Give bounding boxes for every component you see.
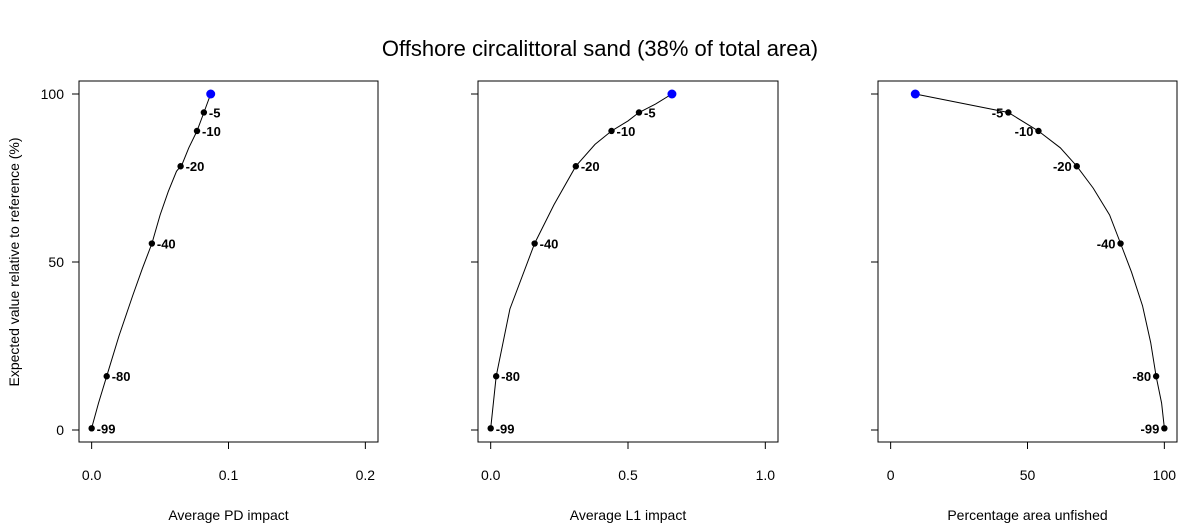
data-label: -10 [202,124,221,139]
x-axis-label: Average L1 impact [570,507,687,523]
data-label: -20 [186,159,205,174]
data-point [635,109,643,116]
data-label: -40 [157,237,176,252]
x-tick-label: 50 [1020,467,1036,483]
data-label: -99 [1141,421,1160,436]
panel-2: 0.0 0.5 1.0 Average L1 impact -99 -80 -40 -20 -1… [471,80,779,523]
data-label: -40 [1097,237,1116,252]
data-label: -80 [501,369,520,384]
data-point [200,109,208,116]
data-label: -10 [1015,124,1034,139]
data-label: -20 [581,159,600,174]
x-tick-label: 0.1 [219,467,239,483]
x-tick-label: 100 [1153,467,1177,483]
data-point [148,240,156,247]
data-point [1117,240,1124,247]
series-line [91,93,212,429]
highlight-point [667,89,677,99]
data-label: -5 [209,105,221,120]
x-tick-label: 0 [887,467,895,483]
y-axis-label: Expected value relative to reference (%) [6,137,22,386]
highlight-point [910,89,920,99]
data-point [177,163,184,170]
y-tick-label: 100 [41,86,65,102]
data-point [1161,425,1168,432]
series-line [915,93,1165,429]
x-axis-label: Percentage area unfished [947,507,1107,523]
data-point [572,163,580,170]
data-point [492,373,500,380]
plot-frame [78,80,379,443]
x-tick-label: 0.0 [82,467,102,483]
x-axis-label: Average PD impact [168,507,288,523]
chart-title: Offshore circalittoral sand (38% of tota… [382,36,818,61]
panel-1: 0.0 0.1 0.2 0 50 100 Average PD impact -99 -80 -4… [41,80,379,523]
data-label: -10 [617,124,636,139]
chart-panels: 0.0 0.1 0.2 0 50 100 Average PD impact -99 -80 -4… [41,80,1178,523]
x-tick-label: 0.5 [618,467,638,483]
y-tick-label: 0 [56,422,64,438]
data-label: -80 [1132,369,1151,384]
data-label: -5 [644,105,656,120]
data-label: -80 [112,369,131,384]
data-point [1005,109,1012,116]
data-label: -5 [992,105,1004,120]
data-point [1035,127,1042,135]
x-tick-label: 1.0 [756,467,776,483]
data-label: -40 [540,237,559,252]
y-tick-label: 50 [48,254,64,270]
data-label: -99 [97,421,116,436]
data-point [531,240,538,247]
highlight-point [206,89,216,99]
x-tick-label: 0.2 [356,467,376,483]
data-point [608,127,615,135]
data-label: -20 [1053,159,1072,174]
data-point [193,127,201,135]
panel-3: 0 50 100 Percentage area unfished -99 -80 -40 -… [871,80,1178,523]
data-point [1073,163,1080,170]
data-point [487,425,494,432]
data-point [1152,373,1160,380]
data-point [103,373,110,380]
x-tick-label: 0.0 [481,467,501,483]
data-label: -99 [496,421,515,436]
data-point [88,425,95,432]
